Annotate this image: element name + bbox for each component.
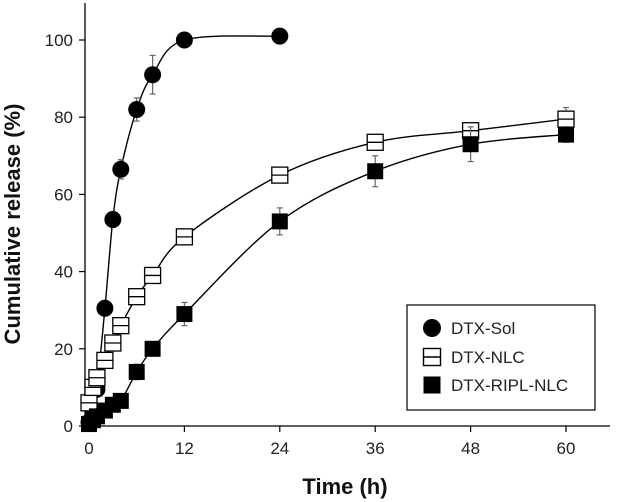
data-point-dtx-ripl-nlc: [367, 163, 384, 180]
legend-label-dtx-nlc: DTX-NLC: [451, 348, 525, 367]
legend-marker-dtx-ripl-nlc: [423, 376, 441, 394]
y-axis-title: Cumulative release (%): [0, 104, 25, 345]
data-point-dtx-nlc: [96, 351, 114, 370]
data-point-dtx-nlc: [128, 288, 146, 306]
data-point-dtx-nlc: [143, 266, 162, 285]
data-point-dtx-nlc: [557, 110, 575, 128]
data-point-dtx-sol: [112, 160, 130, 178]
y-tick-label: 40: [54, 263, 73, 282]
data-point-dtx-sol: [144, 66, 162, 84]
data-point-dtx-ripl-nlc: [144, 340, 161, 357]
x-tick-label: 0: [84, 439, 93, 458]
series-dtx-nlc: [80, 106, 575, 412]
x-tick-label: 60: [557, 439, 576, 458]
y-tick-label: 0: [64, 417, 73, 436]
x-tick-label: 24: [270, 439, 289, 458]
data-point-dtx-nlc: [271, 166, 289, 184]
data-point-dtx-ripl-nlc: [128, 363, 145, 380]
legend: DTX-Sol DTX-NLC DTX-RIPL-NLC: [406, 304, 596, 411]
x-axis-title: Time (h): [302, 474, 387, 499]
data-point-dtx-nlc: [88, 369, 106, 387]
legend-item-dtx-sol: DTX-Sol: [423, 319, 515, 338]
data-point-dtx-sol: [175, 31, 193, 49]
x-tick-label: 36: [366, 439, 385, 458]
x-tick-label: 12: [175, 439, 194, 458]
y-tick-label: 60: [54, 185, 73, 204]
data-point-dtx-sol: [96, 299, 114, 317]
data-point-dtx-ripl-nlc: [271, 213, 288, 230]
data-point-dtx-nlc: [175, 228, 194, 246]
data-point-dtx-ripl-nlc: [176, 306, 193, 323]
data-point-dtx-sol: [128, 100, 146, 118]
legend-label-dtx-sol: DTX-Sol: [451, 319, 515, 338]
legend-item-dtx-ripl-nlc: DTX-RIPL-NLC: [423, 376, 568, 395]
data-point-dtx-sol: [271, 27, 289, 45]
data-point-dtx-nlc: [104, 334, 122, 352]
y-tick-label: 100: [45, 31, 73, 50]
legend-label-dtx-ripl-nlc: DTX-RIPL-NLC: [451, 376, 568, 395]
data-point-dtx-nlc: [366, 133, 384, 151]
legend-item-dtx-nlc: DTX-NLC: [422, 347, 525, 367]
y-tick-label: 20: [54, 340, 73, 359]
data-point-dtx-ripl-nlc: [462, 136, 479, 153]
y-tick-label: 80: [54, 108, 73, 127]
x-tick-label: 48: [461, 439, 480, 458]
data-point-dtx-nlc: [112, 316, 130, 335]
series-dtx-ripl-nlc: [81, 126, 574, 433]
data-point-dtx-ripl-nlc: [112, 392, 129, 409]
data-point-dtx-sol: [104, 210, 122, 228]
legend-marker-dtx-sol: [423, 319, 441, 337]
data-point-dtx-ripl-nlc: [558, 126, 574, 143]
